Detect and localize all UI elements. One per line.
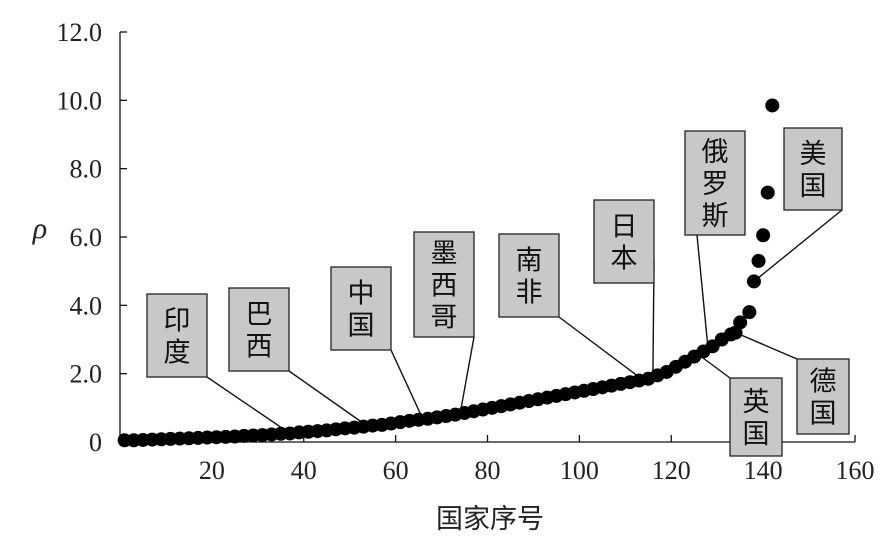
- callout-box-china: [330, 266, 392, 351]
- y-tick-label: 6.0: [70, 223, 103, 252]
- data-point: [765, 98, 780, 113]
- callout-box-germany: [796, 358, 850, 435]
- callout-leader-russia: [696, 234, 709, 349]
- callout-label-usa: 美国: [800, 139, 827, 202]
- callout-label-india: 印度: [164, 306, 191, 369]
- callout-leader-safrica: [558, 316, 645, 382]
- data-point: [742, 305, 757, 320]
- y-axis-label: ρ: [32, 212, 47, 245]
- callout-leader-uk: [698, 354, 731, 379]
- y-ticks: 0 2.0 4.0 6.0 8.0 10.0 12.0: [57, 18, 127, 457]
- callout-label-russia: 俄罗斯: [702, 137, 729, 232]
- data-point: [746, 274, 761, 289]
- data-point: [756, 228, 771, 243]
- x-tick-label: 60: [383, 456, 409, 485]
- data-point: [733, 315, 748, 330]
- callout-leader-india: [206, 376, 291, 435]
- callout-label-safrica: 南非: [516, 246, 543, 309]
- callout-box-safrica: [498, 233, 560, 318]
- callout-label-uk: 英国: [743, 387, 770, 450]
- callout-label-germany: 德国: [810, 367, 837, 430]
- callout-box-brazil: [228, 287, 290, 372]
- callout-box-uk: [729, 377, 783, 457]
- callout-label-mexico: 墨西哥: [431, 239, 458, 334]
- callout-leaders: [206, 209, 843, 435]
- callout-label-china: 中国: [348, 279, 375, 342]
- callout-box-russia: [684, 130, 746, 236]
- callout-box-japan: [593, 199, 655, 284]
- y-tick-label: 10.0: [57, 86, 103, 115]
- callout-leader-brazil: [288, 370, 369, 428]
- x-tick-label: 40: [291, 456, 317, 485]
- x-ticks: 20 40 60 80 100 120 140 160: [199, 435, 875, 485]
- callout-leader-china: [390, 349, 424, 421]
- y-tick-label: 0: [89, 428, 102, 457]
- y-tick-label: 2.0: [70, 360, 103, 389]
- x-tick-label: 20: [199, 456, 225, 485]
- callout-leader-mexico: [459, 336, 475, 415]
- y-tick-label: 8.0: [70, 155, 103, 184]
- callout-leader-germany: [735, 332, 798, 360]
- y-tick-label: 4.0: [70, 291, 103, 320]
- x-tick-label: 80: [475, 456, 501, 485]
- data-point: [760, 185, 775, 200]
- data-point: [751, 253, 766, 268]
- y-tick-label: 12.0: [57, 18, 103, 47]
- x-tick-label: 140: [744, 456, 783, 485]
- callout-box-usa: [783, 127, 843, 211]
- x-tick-label: 100: [560, 456, 599, 485]
- callout-box-india: [146, 293, 208, 378]
- callout-label-brazil: 巴西: [246, 300, 273, 363]
- x-tick-label: 120: [652, 456, 691, 485]
- x-axis-label: 国家序号: [436, 504, 544, 535]
- callout-box-mexico: [413, 231, 475, 338]
- callout-leader-usa: [753, 209, 843, 282]
- callout-label-japan: 日本: [611, 212, 638, 275]
- x-tick-label: 160: [836, 456, 875, 485]
- data-points: [117, 98, 780, 448]
